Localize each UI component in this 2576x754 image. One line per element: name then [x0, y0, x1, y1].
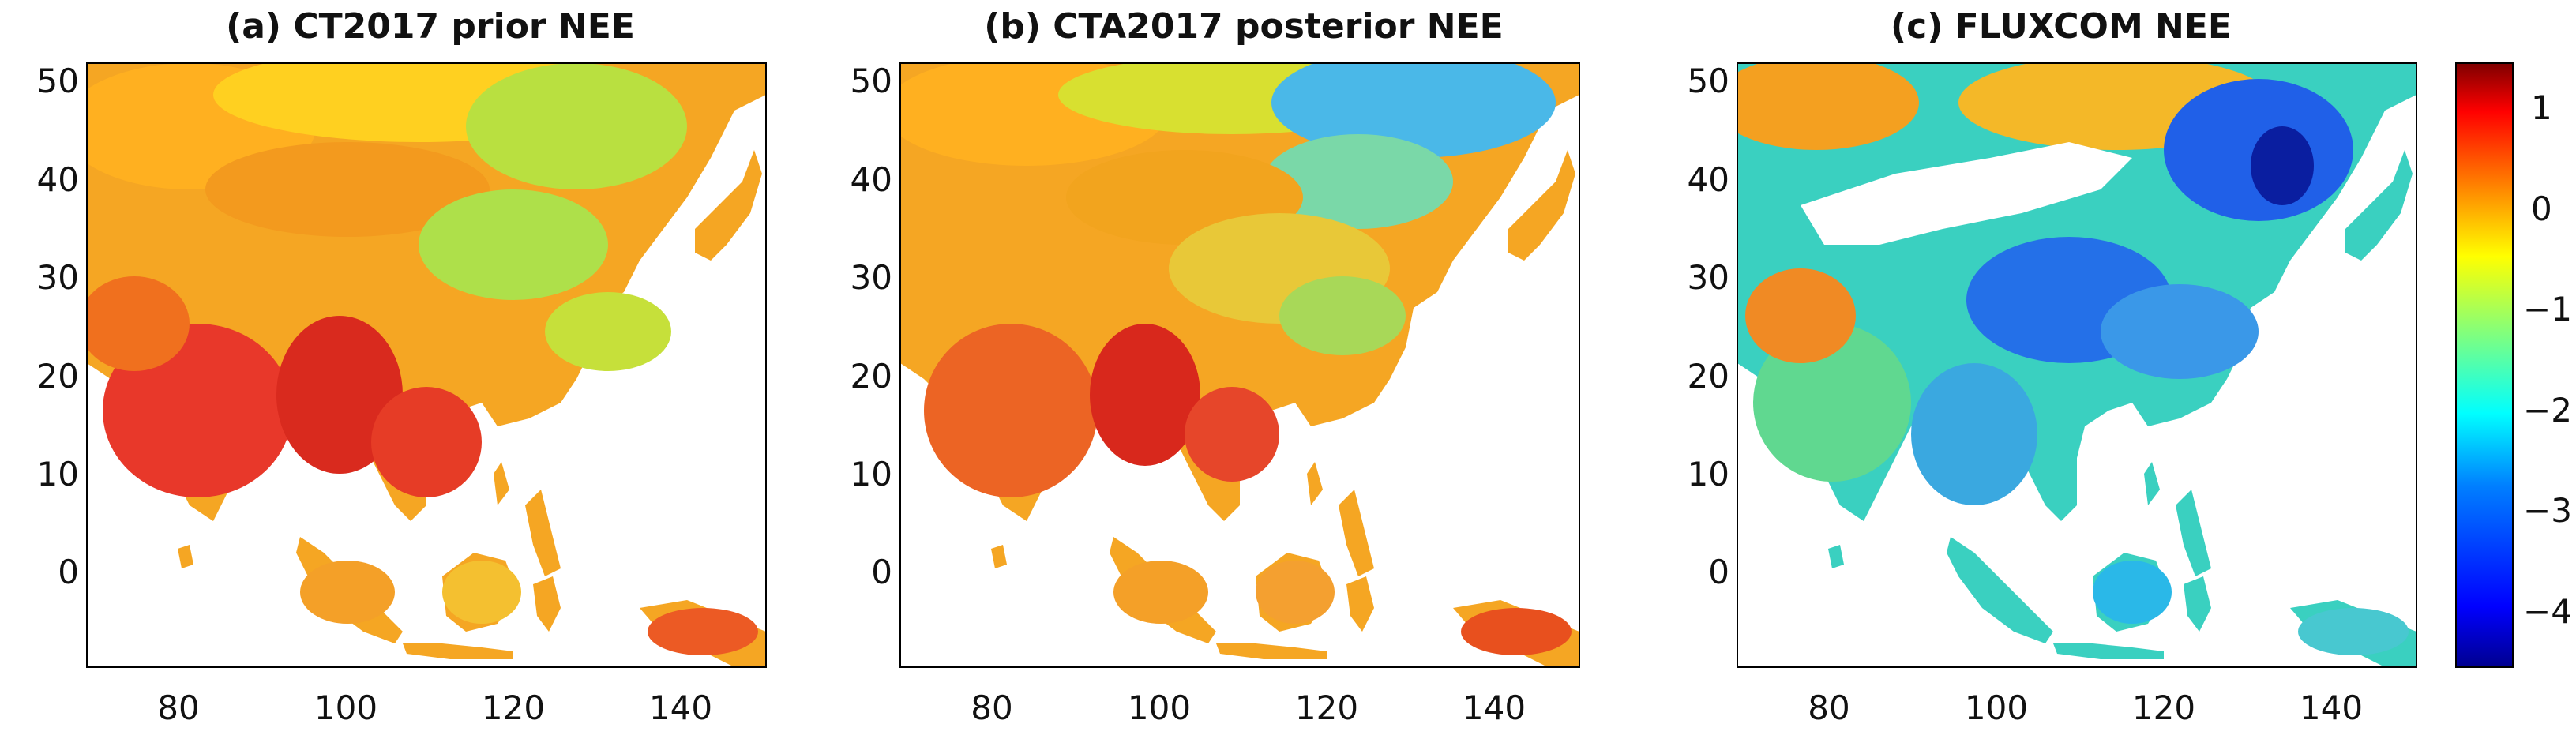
panel-c-ytick-10: 10: [1687, 455, 1729, 493]
panel-c-map: [1737, 62, 2417, 668]
panel-c-title: (c) FLUXCOM NEE: [1891, 6, 2232, 47]
panel-b-map: [899, 62, 1580, 668]
panel-b-ytick-10: 10: [850, 455, 892, 493]
panel-c-xtick-80: 80: [1808, 688, 1850, 727]
colorbar-tick-0: 0: [2531, 189, 2552, 228]
panel-a-ytick-0: 0: [58, 553, 79, 591]
colorbar-tick-1: 1: [2531, 88, 2552, 127]
panel-b-title: (b) CTA2017 posterior NEE: [984, 6, 1504, 47]
colorbar: [2455, 62, 2514, 668]
panel-a-xtick-80: 80: [157, 688, 200, 727]
colorbar-tick-neg2: −2: [2523, 391, 2572, 430]
panel-b-ytick-0: 0: [871, 553, 892, 591]
panel-c-xtick-100: 100: [1964, 688, 2029, 727]
panel-a-map: [86, 62, 767, 668]
panel-a-xtick-100: 100: [314, 688, 378, 727]
panel-b-ytick-30: 30: [850, 258, 892, 297]
panel-a-ytick-30: 30: [36, 258, 79, 297]
panel-c-ytick-20: 20: [1687, 357, 1729, 396]
panel-a-ytick-20: 20: [36, 357, 79, 396]
panel-a-title: (a) CT2017 prior NEE: [226, 6, 635, 47]
panel-b-ytick-40: 40: [850, 160, 892, 199]
panel-b-ytick-50: 50: [850, 62, 892, 100]
panel-b-xtick-100: 100: [1127, 688, 1192, 727]
colorbar-tick-neg1: −1: [2523, 290, 2572, 328]
panel-c-ytick-30: 30: [1687, 258, 1729, 297]
panel-c-xtick-120: 120: [2131, 688, 2196, 727]
panel-b-xtick-120: 120: [1294, 688, 1359, 727]
panel-a-ytick-50: 50: [36, 62, 79, 100]
colorbar-tick-neg3: −3: [2523, 491, 2572, 530]
panel-b-xtick-80: 80: [971, 688, 1013, 727]
panel-a-xtick-120: 120: [481, 688, 546, 727]
panel-a-ytick-10: 10: [36, 455, 79, 493]
panel-c-ytick-50: 50: [1687, 62, 1729, 100]
panel-a-xtick-140: 140: [648, 688, 713, 727]
panel-a-ytick-40: 40: [36, 160, 79, 199]
panel-b-xtick-140: 140: [1462, 688, 1526, 727]
panel-c-ytick-40: 40: [1687, 160, 1729, 199]
colorbar-tick-neg4: −4: [2523, 592, 2572, 631]
panel-c-xtick-140: 140: [2299, 688, 2364, 727]
panel-c-ytick-0: 0: [1708, 553, 1729, 591]
panel-b-ytick-20: 20: [850, 357, 892, 396]
